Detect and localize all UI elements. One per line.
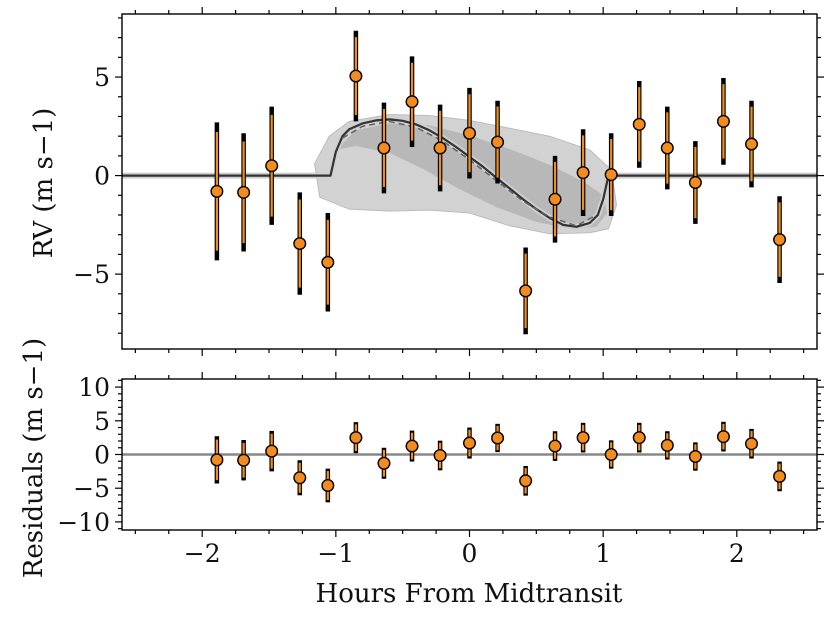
y-tick-label: 5 bbox=[94, 63, 110, 92]
data-point bbox=[463, 436, 477, 450]
x-axis-label: Hours From Midtransit bbox=[316, 579, 624, 609]
data-point bbox=[237, 453, 251, 467]
data-point bbox=[604, 448, 618, 462]
data-point bbox=[433, 141, 447, 155]
data-point bbox=[265, 159, 279, 173]
data-point bbox=[548, 192, 562, 206]
data-point bbox=[576, 166, 590, 180]
data-point bbox=[745, 437, 759, 451]
data-point bbox=[716, 114, 730, 128]
data-point bbox=[293, 237, 307, 251]
y-tick-label: 5 bbox=[94, 407, 110, 436]
data-point bbox=[293, 471, 307, 485]
data-point bbox=[210, 184, 224, 198]
data-point bbox=[604, 168, 618, 182]
data-point bbox=[548, 439, 562, 453]
data-point bbox=[210, 453, 224, 467]
data-point bbox=[688, 450, 702, 464]
data-point bbox=[491, 431, 505, 445]
data-point bbox=[265, 444, 279, 458]
rv-axis-label: RV (m s−1) bbox=[29, 108, 59, 259]
data-point bbox=[321, 479, 335, 493]
data-point bbox=[405, 95, 419, 109]
data-point bbox=[576, 431, 590, 445]
x-tick-label: −1 bbox=[317, 539, 354, 568]
data-point bbox=[491, 135, 505, 149]
residuals-axis-label: Residuals (m s−1) bbox=[19, 338, 49, 578]
data-point bbox=[716, 430, 730, 444]
data-point bbox=[688, 175, 702, 189]
data-point bbox=[349, 69, 363, 83]
data-point bbox=[377, 456, 391, 470]
data-point bbox=[632, 431, 646, 445]
plot-area bbox=[122, 30, 817, 335]
plot-area bbox=[122, 421, 817, 503]
data-point bbox=[660, 141, 674, 155]
data-point bbox=[349, 431, 363, 445]
data-point bbox=[405, 439, 419, 453]
y-tick-label: −5 bbox=[73, 260, 110, 289]
rv-panel: −5 0 5 bbox=[73, 7, 824, 356]
data-point bbox=[632, 117, 646, 131]
data-point bbox=[237, 185, 251, 199]
data-point bbox=[773, 233, 787, 247]
data-point bbox=[433, 449, 447, 463]
y-tick-label: −10 bbox=[57, 508, 110, 537]
data-point bbox=[745, 137, 759, 151]
y-tick-label: 0 bbox=[94, 441, 110, 470]
data-point bbox=[519, 284, 533, 298]
x-tick-label: 1 bbox=[595, 539, 611, 568]
data-point bbox=[377, 141, 391, 155]
y-tick-label: 10 bbox=[78, 373, 110, 402]
y-tick-label: 0 bbox=[94, 162, 110, 191]
y-tick-label: −5 bbox=[73, 474, 110, 503]
data-point bbox=[773, 469, 787, 483]
data-point bbox=[463, 126, 477, 140]
data-point bbox=[321, 255, 335, 269]
x-tick-label: 0 bbox=[462, 539, 478, 568]
x-tick-label: −2 bbox=[184, 539, 221, 568]
x-tick-label: 2 bbox=[729, 539, 745, 568]
data-point bbox=[519, 474, 533, 488]
data-point bbox=[660, 438, 674, 452]
